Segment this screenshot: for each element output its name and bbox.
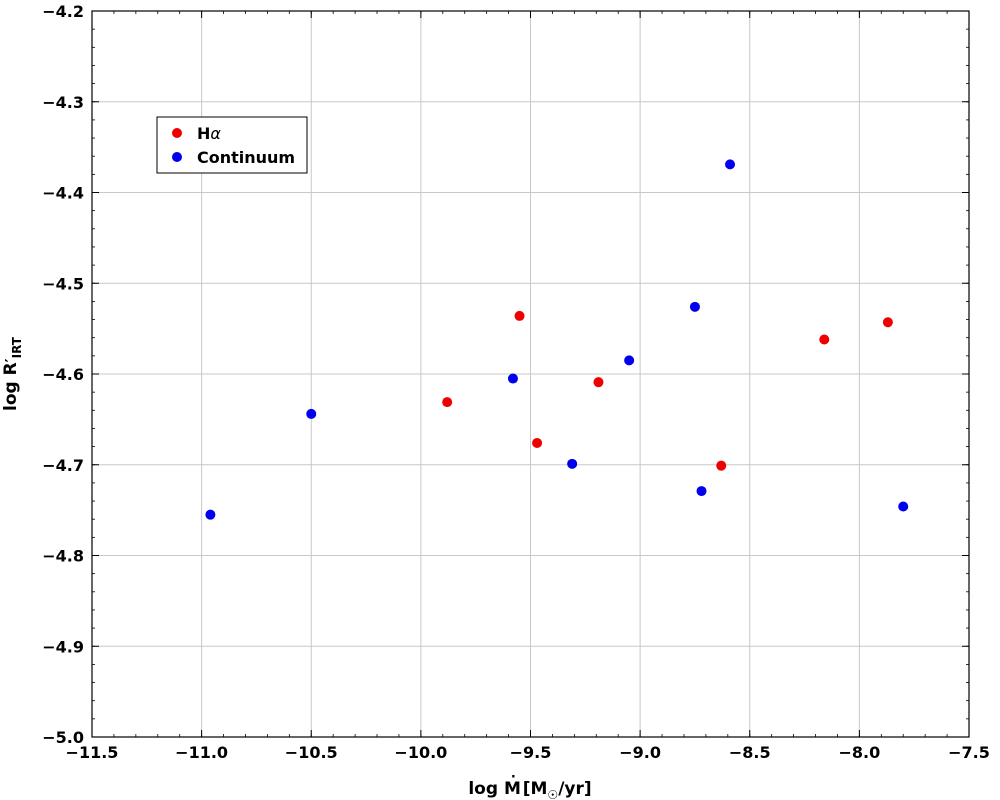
x-tick-label: −8.0 [839,743,881,762]
x-tick-label: −11.0 [175,743,228,762]
legend-marker-halpha [172,128,182,138]
data-point-halpha [819,334,830,345]
y-tick-label: −4.6 [42,365,84,384]
y-tick-label: −4.8 [42,547,84,566]
data-point-halpha [882,317,893,328]
y-tick-label: −4.7 [42,456,84,475]
x-tick-label: −9.0 [619,743,661,762]
x-tick-label: −11.5 [66,743,119,762]
data-point-continuum [567,458,578,469]
data-point-continuum [689,301,700,312]
data-point-continuum [725,159,736,170]
data-point-halpha [716,460,727,471]
y-tick-label: −5.0 [42,728,84,747]
legend-marker-continuum [172,152,182,162]
legend-label-halpha: Hα [197,124,221,143]
legend-box [156,116,308,174]
y-axis-label: log R′IRT [1,336,24,411]
data-point-continuum [507,373,518,384]
legend-label-continuum: Continuum [197,148,295,167]
y-tick-label: −4.5 [42,274,84,293]
data-point-continuum [205,509,216,520]
x-tick-label: −8.5 [729,743,771,762]
y-tick-label: −4.3 [42,93,84,112]
y-tick-label: −4.9 [42,637,84,656]
x-axis-label: log M· [M☉/yr] [468,770,591,800]
data-point-continuum [696,486,707,497]
x-tick-label: −10.5 [285,743,338,762]
x-tick-label: −10.0 [394,743,447,762]
y-tick-labels: −5.0 −4.9 −4.8 −4.7 −4.6 −4.5 −4.4 −4.3 −4.2 [42,2,84,747]
data-point-halpha [593,377,604,388]
data-point-continuum [624,355,635,366]
grid-lines [92,11,969,737]
data-point-continuum [306,408,317,419]
data-points [205,159,909,520]
x-tick-label: −9.5 [510,743,552,762]
data-point-halpha [514,310,525,321]
x-tick-label: −7.5 [948,743,990,762]
major-ticks [91,10,970,738]
y-tick-label: −4.4 [42,184,84,203]
data-point-continuum [898,501,909,512]
y-tick-label: −4.2 [42,2,84,21]
data-point-halpha [442,397,453,408]
x-tick-labels: −11.5 −11.0 −10.5 −10.0 −9.5 −9.0 −8.5 −8.0 −7.5 [66,743,990,762]
legend: Hα Continuum [156,116,308,174]
data-point-halpha [532,437,543,448]
